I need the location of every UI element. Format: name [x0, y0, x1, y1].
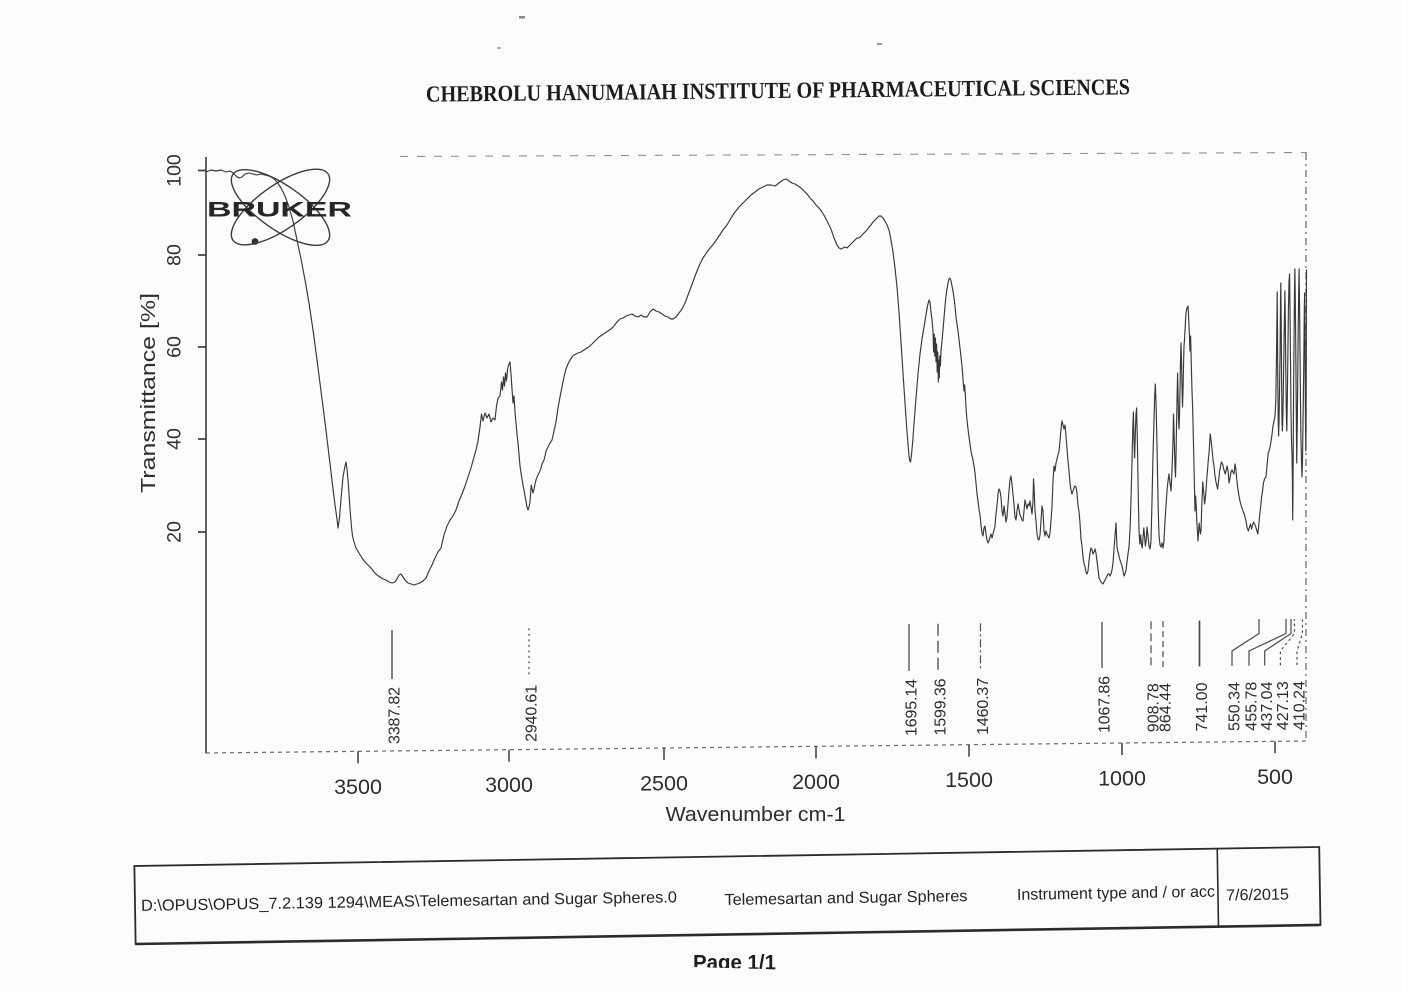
svg-text:908.78: 908.78 — [1146, 683, 1163, 732]
svg-text:864.44: 864.44 — [1158, 683, 1175, 732]
svg-text:7/6/2015: 7/6/2015 — [1226, 886, 1289, 904]
svg-text:Transmittance [%]: Transmittance [%] — [138, 293, 160, 493]
svg-text:3000: 3000 — [485, 773, 533, 797]
svg-text:Wavenumber cm-1: Wavenumber cm-1 — [666, 804, 846, 826]
svg-text:2940.61: 2940.61 — [524, 685, 541, 742]
svg-text:40: 40 — [164, 428, 186, 450]
svg-text:100: 100 — [164, 154, 186, 187]
svg-text:Instrument type and / or acc: Instrument type and / or acc — [1017, 884, 1215, 904]
svg-text:437.04: 437.04 — [1259, 681, 1276, 730]
svg-text:3500: 3500 — [334, 775, 382, 799]
svg-text:1460.37: 1460.37 — [975, 678, 992, 735]
svg-text:2000: 2000 — [792, 770, 840, 794]
svg-text:1067.86: 1067.86 — [1097, 676, 1114, 733]
svg-text:1695.14: 1695.14 — [904, 679, 921, 736]
svg-text:1000: 1000 — [1098, 767, 1146, 791]
svg-text:427.13: 427.13 — [1275, 681, 1292, 730]
svg-text:20: 20 — [164, 521, 186, 543]
svg-text:455.78: 455.78 — [1244, 682, 1261, 731]
svg-text:1500: 1500 — [945, 768, 993, 792]
svg-text:550.34: 550.34 — [1227, 682, 1244, 731]
svg-text:741.00: 741.00 — [1194, 682, 1211, 731]
svg-text:500: 500 — [1257, 765, 1293, 789]
svg-text:3387.82: 3387.82 — [387, 687, 404, 744]
svg-text:60: 60 — [164, 336, 186, 358]
svg-text:BRUKER: BRUKER — [207, 199, 352, 222]
svg-text:Telemesartan and Sugar Spheres: Telemesartan and Sugar Spheres — [724, 888, 967, 909]
svg-text:1599.36: 1599.36 — [933, 678, 950, 735]
svg-text:80: 80 — [164, 244, 186, 266]
svg-text:2500: 2500 — [640, 772, 688, 796]
svg-text:410.24: 410.24 — [1292, 681, 1309, 730]
